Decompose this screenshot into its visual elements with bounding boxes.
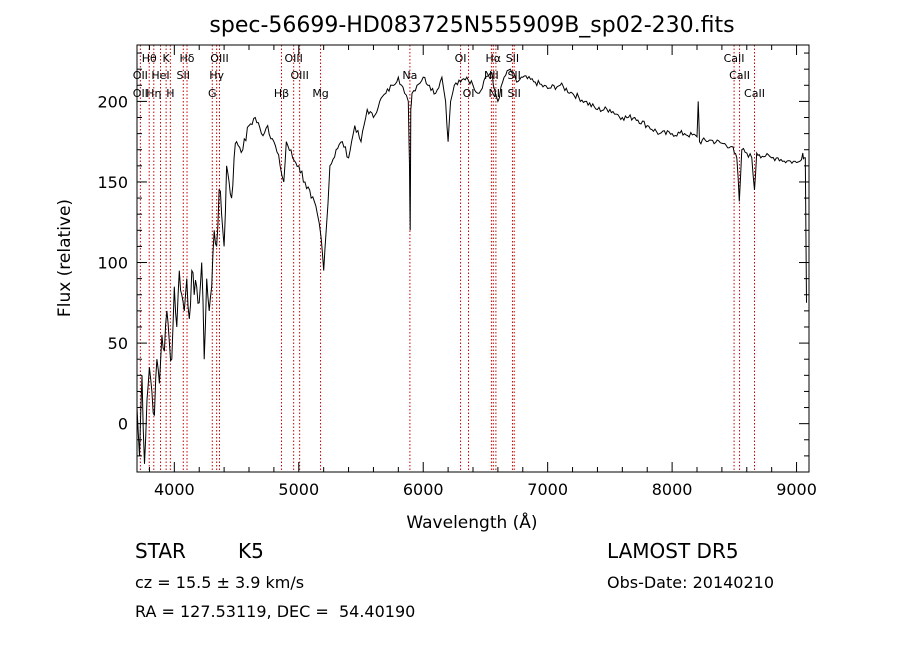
x-tick-label: 4000: [154, 480, 195, 499]
object-class: K5: [238, 539, 264, 563]
x-axis: 4000 5000 6000 7000 8000 9000: [148, 45, 817, 499]
spectrum-chart: spec-56699-HD083725N555909B_sp02-230.fit…: [55, 13, 817, 533]
x-axis-label: Wavelength (Å): [406, 511, 537, 533]
line-label: CaII: [744, 87, 765, 100]
object-type: STAR: [135, 539, 186, 563]
line-label: CaII: [729, 69, 750, 82]
line-label: OIII: [284, 52, 302, 65]
y-tick-label: 50: [108, 334, 128, 353]
line-label: HeI: [151, 69, 169, 82]
y-tick-label: 100: [97, 254, 128, 273]
line-label: OIII: [210, 52, 228, 65]
x-tick-label: 5000: [278, 480, 319, 499]
line-label: H: [166, 87, 174, 100]
line-label: Na: [402, 69, 417, 82]
y-axis-label: Flux (relative): [55, 199, 75, 317]
y-tick-label: 200: [97, 92, 128, 111]
x-tick-label: 8000: [652, 480, 693, 499]
x-tick-label: 6000: [403, 480, 444, 499]
line-label: SII: [506, 52, 519, 65]
line-label: SII: [507, 87, 520, 100]
redshift-cz: cz = 15.5 ± 3.9 km/s: [135, 573, 305, 592]
line-label: NII: [484, 69, 499, 82]
line-label: OI: [455, 52, 467, 65]
line-label: Hγ: [209, 69, 224, 82]
y-tick-label: 150: [97, 173, 128, 192]
chart-title: spec-56699-HD083725N555909B_sp02-230.fit…: [209, 13, 734, 38]
line-label: Hα: [486, 52, 502, 65]
line-label: K: [163, 52, 171, 65]
line-label: OI: [463, 87, 475, 100]
line-label: OIII: [290, 69, 308, 82]
y-axis: 0 50 100 150 200: [97, 52, 809, 457]
emission-line-markers: [139, 45, 755, 472]
spectrum-line: [136, 68, 807, 464]
line-label: Hδ: [180, 52, 195, 65]
observation-date: Obs-Date: 20140210: [607, 573, 775, 592]
y-tick-label: 0: [118, 415, 128, 434]
survey-name: LAMOST DR5: [607, 539, 739, 563]
line-label: Hη: [146, 87, 161, 100]
x-tick-label: 9000: [776, 480, 817, 499]
ra-dec-coordinates: RA = 127.53119, DEC = 54.40190: [135, 602, 416, 621]
line-label: CaII: [724, 52, 745, 65]
line-label: Hθ: [142, 52, 157, 65]
line-label: Mg: [312, 87, 328, 100]
line-label: OII: [133, 69, 148, 82]
plot-frame: [136, 44, 810, 473]
line-label: G: [208, 87, 217, 100]
line-label: SII: [177, 69, 190, 82]
x-tick-label: 7000: [527, 480, 568, 499]
line-label: Hβ: [274, 87, 289, 100]
